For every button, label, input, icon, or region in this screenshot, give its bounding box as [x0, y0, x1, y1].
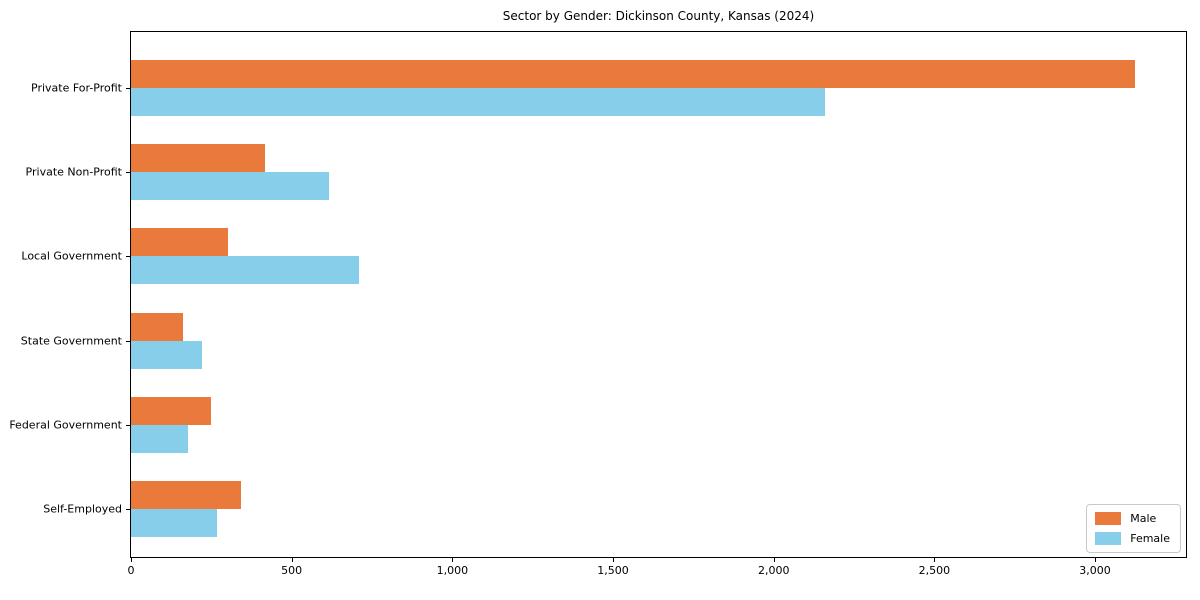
bar-male-0	[131, 60, 1135, 88]
legend: Male Female	[1086, 504, 1181, 553]
bar-female-3	[131, 340, 203, 369]
y-tick-label: Private For-Profit	[31, 81, 122, 95]
y-tick-label: Federal Government	[9, 418, 122, 432]
bar-male-2	[131, 228, 229, 257]
bar-female-4	[131, 424, 188, 453]
legend-row: Male	[1095, 512, 1170, 525]
bar-female-0	[131, 88, 826, 116]
y-tick-label: Local Government	[21, 249, 122, 263]
legend-label: Female	[1130, 532, 1170, 545]
y-tick-mark	[126, 509, 130, 510]
x-tick-mark	[452, 558, 454, 562]
legend-label: Male	[1130, 512, 1157, 525]
x-tick-mark	[613, 558, 615, 562]
x-tick-label: 1,500	[597, 564, 629, 577]
x-tick-label: 2,500	[918, 564, 951, 577]
x-tick-label: 2,000	[757, 564, 790, 577]
bar-female-2	[131, 256, 359, 285]
y-tick-mark	[126, 88, 130, 89]
x-tick-label: 500	[281, 564, 303, 577]
female-swatch	[1095, 532, 1122, 545]
bar-male-3	[131, 312, 184, 341]
x-tick-mark	[934, 558, 936, 562]
y-tick-label: State Government	[20, 334, 122, 348]
x-tick-label: 3,000	[1079, 564, 1111, 577]
chart-title: Sector by Gender: Dickinson County, Kans…	[502, 9, 815, 23]
y-tick-mark	[126, 424, 130, 426]
x-tick-mark	[131, 558, 132, 562]
y-tick-mark	[126, 340, 130, 342]
bar-male-5	[131, 481, 241, 509]
y-tick-label: Private Non-Profit	[25, 165, 122, 179]
x-tick-mark	[1095, 558, 1097, 562]
y-tick-mark	[126, 172, 130, 174]
y-tick-mark	[126, 256, 130, 258]
x-tick-label: 0	[127, 564, 135, 577]
y-tick-label: Self-Employed	[43, 502, 122, 516]
bar-male-4	[131, 396, 212, 425]
bars-layer	[131, 32, 1186, 557]
x-tick-label: 1,000	[436, 564, 469, 577]
plot-area: Male Female	[130, 31, 1187, 558]
x-tick-mark	[291, 558, 293, 562]
x-tick-mark	[773, 558, 775, 562]
legend-row: Female	[1095, 532, 1170, 545]
male-swatch	[1095, 512, 1122, 525]
bar-female-5	[131, 509, 217, 537]
bar-male-1	[131, 144, 265, 173]
bar-female-1	[131, 172, 329, 201]
